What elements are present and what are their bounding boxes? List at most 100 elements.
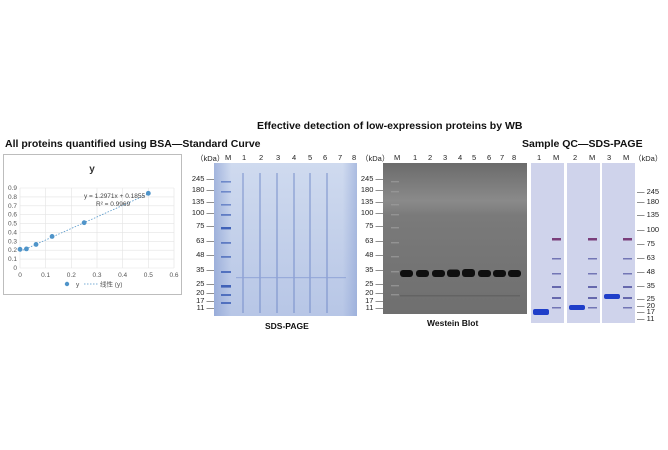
data-point	[17, 246, 23, 252]
sds-marker-label: 135 —	[191, 197, 214, 206]
x-tick-label: 0	[18, 272, 22, 279]
wb-marker-label: 135 —	[360, 197, 383, 206]
y-tick-label: 0.6	[8, 212, 17, 219]
sds-marker-lane	[221, 181, 231, 304]
y-tick-label: 0.8	[8, 194, 17, 201]
r-squared-label: R² = 0.9969	[96, 201, 131, 208]
x-tick-label: 0.1	[41, 272, 50, 279]
y-tick-label: 0.9	[8, 185, 17, 192]
legend-series-label: y	[76, 282, 80, 289]
sds-marker-label: 25 —	[196, 279, 214, 288]
wb-lane-label: 7	[500, 153, 505, 162]
legend-trend-label: 线性 (y)	[100, 280, 122, 289]
y-tick-label: 0.4	[8, 229, 17, 236]
qc-panel-1-marker	[552, 238, 561, 309]
sds-marker-label: 35 —	[196, 265, 214, 274]
wb-marker-label: 48 —	[365, 250, 383, 259]
qc-marker-label: — 20	[637, 301, 655, 310]
data-point	[81, 220, 87, 226]
qc-marker-label: — 245	[637, 187, 660, 196]
sds-lane-label: 5	[308, 153, 313, 162]
qc-lane-label: M	[589, 153, 596, 162]
wb-marker-label: 100 —	[360, 208, 383, 217]
wb-lane-label: 5	[472, 153, 477, 162]
western-blot-image	[383, 163, 527, 314]
y-tick-label: 0.1	[8, 256, 17, 263]
data-point	[33, 242, 39, 247]
equation-label: y = 1.2971x + 0.1855	[84, 193, 145, 200]
sds-lane-label: 1	[242, 153, 247, 162]
sds-marker-label: 75 —	[196, 221, 214, 230]
qc-gel-panel-1	[531, 163, 564, 323]
qc-marker-label: — 63	[637, 253, 655, 262]
wb-unit-label: （kDa）	[361, 154, 390, 163]
chart-title: y	[89, 164, 95, 175]
qc-marker-label: — 25	[637, 294, 655, 303]
y-tick-label: 0.7	[8, 203, 17, 210]
qc-gel-panel-3	[602, 163, 635, 323]
data-point	[24, 246, 29, 252]
wb-marker-label: 20 —	[365, 288, 383, 297]
sds-marker-label: 11 —	[196, 303, 214, 312]
qc-panel-3-band	[604, 294, 620, 299]
x-tick-label: 0.2	[67, 272, 76, 279]
wb-lane-label: 8	[512, 153, 517, 162]
sds-lane-label: M	[225, 153, 232, 162]
standard-curve-chart: y 0 0.1 0.2 0.3 0.4 0.5 0.6 0.7 0.8 0.9 0 0.1 0.2 0.3…	[3, 154, 182, 295]
sds-marker-label: 48 —	[196, 250, 214, 259]
sds-lane-label: 3	[276, 153, 281, 162]
qc-marker-label: — 17	[637, 307, 655, 316]
qc-lane-label: M	[623, 153, 630, 162]
wb-marker-label: 17 —	[365, 296, 383, 305]
sds-marker-label: 20 —	[196, 288, 214, 297]
wb-marker-label: 11 —	[365, 303, 383, 312]
qc-lane-label: 2	[573, 153, 578, 162]
qc-marker-label: — 135	[637, 210, 660, 219]
qc-marker-label: — 35	[637, 281, 655, 290]
y-tick-label: 0.2	[8, 247, 17, 254]
sample-qc-title: Sample QC—SDS-PAGE	[522, 138, 643, 150]
wb-marker-label: 245 —	[360, 174, 383, 183]
qc-lane-label: 1	[537, 153, 542, 162]
wb-lane-label: 4	[458, 153, 463, 162]
wb-lane-label: M	[394, 153, 401, 162]
sds-lane-label: 6	[323, 153, 328, 162]
wb-lane-label: 1	[413, 153, 418, 162]
wb-marker-lane	[391, 181, 399, 296]
wb-lane-label: 6	[487, 153, 492, 162]
qc-marker-label: — 48	[637, 267, 655, 276]
sds-lane-label: 8	[352, 153, 357, 162]
chart-legend: y 线性 (y)	[64, 280, 122, 289]
sds-lane-label: 7	[338, 153, 343, 162]
sds-lane-label: 2	[259, 153, 264, 162]
wb-marker-label: 180 —	[360, 185, 383, 194]
legend-series-marker	[64, 281, 70, 287]
wb-target-bands	[400, 269, 521, 277]
sds-unit-label: （kDa）	[196, 154, 225, 163]
sds-marker-label: 180 —	[191, 185, 214, 194]
x-tick-label: 0.4	[118, 272, 127, 279]
main-title: Effective detection of low-expression pr…	[257, 120, 523, 132]
y-tick-label: 0	[13, 265, 17, 272]
x-tick-label: 0.5	[144, 272, 153, 279]
data-point	[145, 190, 151, 196]
grid-layer	[19, 187, 175, 269]
qc-lane-label: M	[553, 153, 560, 162]
y-tick-label: 0.5	[8, 221, 17, 228]
sds-marker-label: 245 —	[191, 174, 214, 183]
wb-caption: Westein Blot	[427, 318, 479, 328]
wb-marker-label: 35 —	[365, 265, 383, 274]
sds-gel-image	[214, 163, 357, 316]
qc-unit-label: （kDa）	[634, 154, 663, 163]
qc-panel-2-band	[569, 305, 585, 310]
qc-gel-panel-2	[567, 163, 600, 323]
wb-marker-label: 75 —	[365, 221, 383, 230]
x-tick-label: 0.3	[92, 272, 101, 279]
sds-caption: SDS-PAGE	[265, 321, 309, 331]
sds-marker-label: 17 —	[196, 296, 214, 305]
sds-marker-label: 63 —	[196, 236, 214, 245]
wb-marker-label: 63 —	[365, 236, 383, 245]
tick-layer: 00.10.20.30.40.50.60.70.80.90 0.1 0.2 0.3 0.…	[8, 185, 179, 279]
sds-lane-label: 4	[292, 153, 297, 162]
standard-curve-title: All proteins quantified using BSA—Standa…	[5, 138, 261, 150]
